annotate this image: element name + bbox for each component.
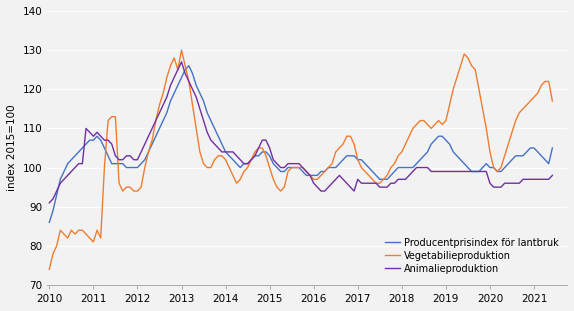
Line: Animalieproduktion: Animalieproduktion <box>49 62 552 203</box>
Vegetabilieproduktion <box>549 99 556 103</box>
Producentprisindex för lantbruk <box>248 158 255 162</box>
Producentprisindex för lantbruk <box>233 162 240 165</box>
Vegetabilieproduktion <box>233 181 240 185</box>
Producentprisindex för lantbruk <box>185 64 192 67</box>
Y-axis label: index 2015=100: index 2015=100 <box>7 105 17 191</box>
Line: Vegetabilieproduktion: Vegetabilieproduktion <box>49 50 552 269</box>
Animalieproduktion <box>233 154 240 158</box>
Vegetabilieproduktion <box>248 158 255 162</box>
Producentprisindex för lantbruk <box>336 162 343 165</box>
Vegetabilieproduktion <box>336 146 343 150</box>
Producentprisindex för lantbruk <box>549 146 556 150</box>
Animalieproduktion <box>178 60 185 64</box>
Animalieproduktion <box>475 169 482 173</box>
Producentprisindex för lantbruk <box>542 158 549 162</box>
Animalieproduktion <box>336 174 343 177</box>
Vegetabilieproduktion <box>542 80 549 83</box>
Producentprisindex för lantbruk <box>475 169 482 173</box>
Producentprisindex för lantbruk <box>409 166 416 169</box>
Animalieproduktion <box>549 174 556 177</box>
Vegetabilieproduktion <box>475 87 482 91</box>
Vegetabilieproduktion <box>409 127 416 130</box>
Legend: Producentprisindex för lantbruk, Vegetabilieproduktion, Animalieproduktion: Producentprisindex för lantbruk, Vegetab… <box>381 234 562 277</box>
Line: Producentprisindex för lantbruk: Producentprisindex för lantbruk <box>49 66 552 222</box>
Animalieproduktion <box>46 201 53 205</box>
Animalieproduktion <box>542 178 549 181</box>
Vegetabilieproduktion <box>46 267 53 271</box>
Producentprisindex för lantbruk <box>46 220 53 224</box>
Animalieproduktion <box>248 158 255 162</box>
Vegetabilieproduktion <box>178 48 185 52</box>
Animalieproduktion <box>409 169 416 173</box>
